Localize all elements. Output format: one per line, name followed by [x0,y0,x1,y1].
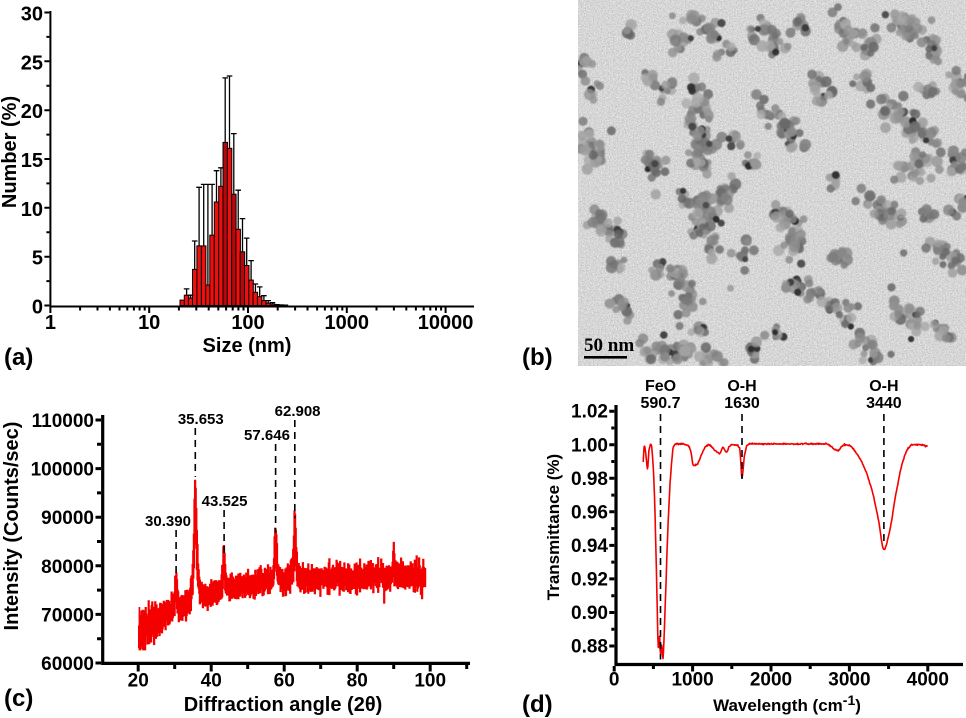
svg-text:5: 5 [32,248,43,270]
svg-text:0.90: 0.90 [571,603,608,624]
svg-text:1000: 1000 [671,670,713,691]
svg-text:30: 30 [21,4,43,26]
svg-text:70000: 70000 [41,605,94,626]
svg-text:Diffraction angle (2θ): Diffraction angle (2θ) [184,694,383,716]
svg-text:2000: 2000 [750,670,792,691]
svg-text:100: 100 [414,671,446,692]
svg-text:1000: 1000 [325,312,370,334]
svg-text:100000: 100000 [31,460,94,481]
svg-text:FeO: FeO [645,378,676,395]
svg-text:43.525: 43.525 [202,493,248,510]
svg-text:20: 20 [21,101,43,123]
svg-text:0.96: 0.96 [571,502,608,523]
svg-text:60000: 60000 [41,654,94,675]
svg-text:57.646: 57.646 [244,427,290,444]
svg-text:0.88: 0.88 [571,637,608,658]
svg-text:Transmittance (%): Transmittance (%) [544,454,563,600]
svg-text:10000: 10000 [418,312,474,334]
svg-text:3440: 3440 [866,395,902,412]
svg-text:10: 10 [21,199,43,221]
svg-text:1.02: 1.02 [571,402,608,423]
svg-text:Wavelength (cm-1): Wavelength (cm-1) [713,692,861,715]
svg-text:590.7: 590.7 [640,395,680,412]
svg-text:4000: 4000 [907,670,949,691]
svg-text:O-H: O-H [727,378,756,395]
svg-text:25: 25 [21,52,43,74]
svg-text:3000: 3000 [828,670,870,691]
svg-text:0: 0 [609,670,620,691]
svg-text:110000: 110000 [32,411,94,432]
svg-text:O-H: O-H [869,378,898,395]
svg-text:Number (%): Number (%) [0,96,21,208]
svg-text:0.94: 0.94 [571,536,608,557]
svg-text:40: 40 [201,671,222,692]
svg-text:20: 20 [128,671,149,692]
svg-text:(d): (d) [522,691,553,718]
svg-text:1630: 1630 [724,395,760,412]
svg-text:(c): (c) [4,685,33,712]
svg-text:0: 0 [32,297,43,319]
svg-text:62.908: 62.908 [275,403,321,420]
svg-text:0.92: 0.92 [571,569,608,590]
svg-text:10: 10 [138,312,160,334]
svg-text:35.653: 35.653 [178,411,224,428]
svg-text:Intensity (Counts/sec): Intensity (Counts/sec) [1,422,23,631]
svg-text:60: 60 [274,671,295,692]
svg-text:80: 80 [347,671,368,692]
svg-text:50 nm: 50 nm [584,335,634,356]
svg-text:(a): (a) [4,344,33,371]
svg-text:(b): (b) [522,344,553,371]
svg-text:80000: 80000 [41,557,94,578]
svg-text:0.98: 0.98 [571,469,608,490]
svg-text:90000: 90000 [41,508,94,529]
svg-text:30.390: 30.390 [145,513,191,530]
svg-text:1.00: 1.00 [571,435,608,456]
svg-text:15: 15 [21,150,43,172]
svg-text:Size (nm): Size (nm) [203,335,292,357]
svg-text:1: 1 [45,312,56,334]
svg-text:100: 100 [231,312,264,334]
